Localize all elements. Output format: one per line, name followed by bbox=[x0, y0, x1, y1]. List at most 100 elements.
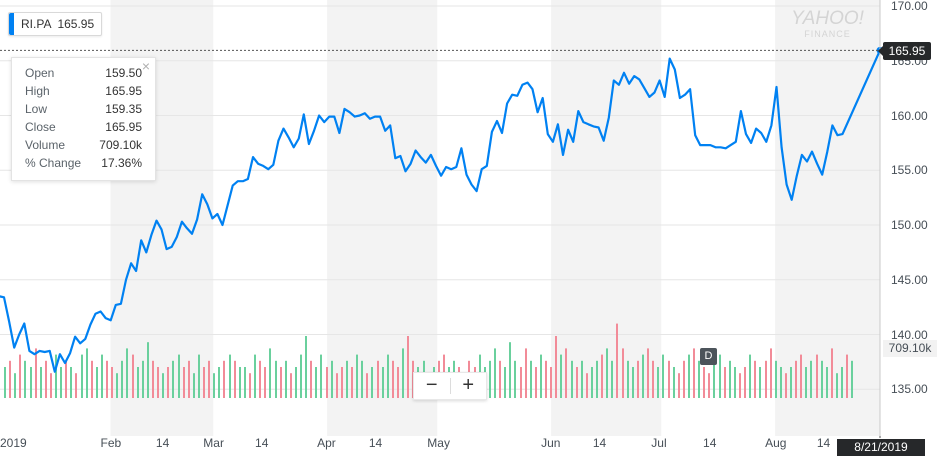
volume-bar bbox=[152, 360, 154, 398]
x-tick-label: 2019 bbox=[0, 436, 27, 450]
volume-bar bbox=[754, 360, 756, 398]
volume-bar bbox=[142, 360, 144, 398]
current-price-tag: 165.95 bbox=[878, 42, 931, 60]
volume-bar bbox=[703, 367, 705, 398]
volume-bar bbox=[785, 373, 787, 398]
volume-bar bbox=[744, 367, 746, 398]
volume-bar bbox=[668, 360, 670, 398]
volume-bar bbox=[606, 348, 608, 398]
x-tick-label: May bbox=[427, 436, 450, 450]
volume-bar bbox=[678, 373, 680, 398]
y-tick-label: 150.00 bbox=[891, 218, 928, 232]
volume-bar bbox=[121, 360, 123, 398]
volume-bar bbox=[392, 360, 394, 398]
volume-bar bbox=[509, 342, 511, 398]
volume-bar bbox=[377, 360, 379, 398]
volume-bar bbox=[218, 367, 220, 398]
ticker-price: 165.95 bbox=[57, 17, 95, 31]
yahoo-finance-logo: YAHOO! FINANCE bbox=[791, 8, 864, 40]
x-tick-label: 14 bbox=[368, 436, 383, 450]
volume-bar bbox=[821, 360, 823, 398]
volume-bar bbox=[50, 373, 52, 398]
volume-bar bbox=[397, 367, 399, 398]
volume-bar bbox=[652, 360, 654, 398]
ohlc-tooltip: × Open 159.50 High 165.95 Low 159.35 Close 1… bbox=[11, 57, 156, 181]
volume-bar bbox=[19, 354, 21, 398]
volume-bar bbox=[366, 373, 368, 398]
zoom-in-button[interactable]: + bbox=[462, 374, 475, 396]
volume-bar bbox=[183, 367, 185, 398]
volume-bar bbox=[545, 360, 547, 398]
volume-bar bbox=[611, 360, 613, 398]
volume-bar bbox=[96, 367, 98, 398]
volume-bar bbox=[223, 360, 225, 398]
volume-bar bbox=[86, 348, 88, 398]
volume-bar bbox=[106, 360, 108, 398]
volume-bar bbox=[91, 360, 93, 398]
volume-bar bbox=[790, 367, 792, 398]
volume-bar bbox=[295, 367, 297, 398]
volume-bar bbox=[642, 354, 644, 398]
volume-bar bbox=[688, 354, 690, 398]
volume-bar bbox=[203, 367, 205, 398]
volume-bar bbox=[402, 348, 404, 398]
x-tick-label: Feb bbox=[100, 436, 122, 450]
volume-bar bbox=[75, 373, 77, 398]
volume-bar bbox=[698, 360, 700, 398]
volume-bar bbox=[40, 367, 42, 398]
price-line bbox=[0, 49, 882, 373]
volume-bar bbox=[208, 360, 210, 398]
x-tick-label: Aug bbox=[765, 436, 787, 450]
zoom-separator bbox=[449, 378, 451, 394]
volume-bar bbox=[770, 348, 772, 398]
volume-bar bbox=[65, 360, 67, 398]
volume-bar bbox=[198, 354, 200, 398]
volume-bar bbox=[351, 367, 353, 398]
x-tick-label: 14 bbox=[592, 436, 607, 450]
ticker-badge[interactable]: RI.PA 165.95 bbox=[8, 12, 103, 36]
month-bands bbox=[110, 0, 880, 436]
x-tick-label: 14 bbox=[155, 436, 170, 450]
volume-bar bbox=[846, 354, 848, 398]
volume-bar bbox=[565, 348, 567, 398]
volume-bar bbox=[249, 373, 251, 398]
tooltip-row-open: Open 159.50 bbox=[25, 66, 142, 80]
volume-bar bbox=[382, 367, 384, 398]
series-color-swatch bbox=[9, 13, 14, 35]
x-tick-label: Jun bbox=[541, 436, 561, 450]
y-tick-label: 155.00 bbox=[891, 163, 928, 178]
x-tick-label: 14 bbox=[255, 436, 269, 450]
volume-bar bbox=[795, 360, 797, 398]
x-tick-label: 14 bbox=[703, 436, 717, 450]
volume-bar bbox=[504, 367, 506, 398]
volume-bar bbox=[514, 360, 516, 398]
volume-bar bbox=[647, 348, 649, 398]
y-tick-label: 170.00 bbox=[891, 0, 928, 13]
volume-bar bbox=[525, 348, 527, 398]
volume-bar bbox=[836, 373, 838, 398]
month-band bbox=[327, 0, 438, 436]
volume-bar bbox=[734, 367, 736, 398]
volume-bar bbox=[581, 360, 583, 398]
volume-bar bbox=[310, 360, 312, 398]
volume-bar bbox=[331, 360, 333, 398]
volume-bar bbox=[167, 367, 169, 398]
volume-bar bbox=[800, 354, 802, 398]
volume-bar bbox=[55, 354, 57, 398]
volume-bar bbox=[627, 360, 629, 398]
zoom-out-button[interactable]: − bbox=[425, 374, 438, 396]
volume-bar bbox=[494, 348, 496, 398]
close-icon[interactable]: × bbox=[141, 58, 150, 74]
volume-bar bbox=[264, 367, 266, 398]
volume-bar bbox=[132, 354, 134, 398]
tooltip-row-change: % Change 17.36% bbox=[25, 156, 142, 170]
volume-bar bbox=[147, 342, 149, 398]
volume-bar bbox=[616, 323, 618, 398]
volume-bar bbox=[632, 367, 634, 398]
dividend-marker[interactable]: D bbox=[700, 348, 717, 365]
volume-bar bbox=[275, 360, 277, 398]
volume-bar bbox=[851, 360, 853, 398]
volume-bar bbox=[24, 360, 26, 398]
volume-bar bbox=[137, 367, 139, 398]
